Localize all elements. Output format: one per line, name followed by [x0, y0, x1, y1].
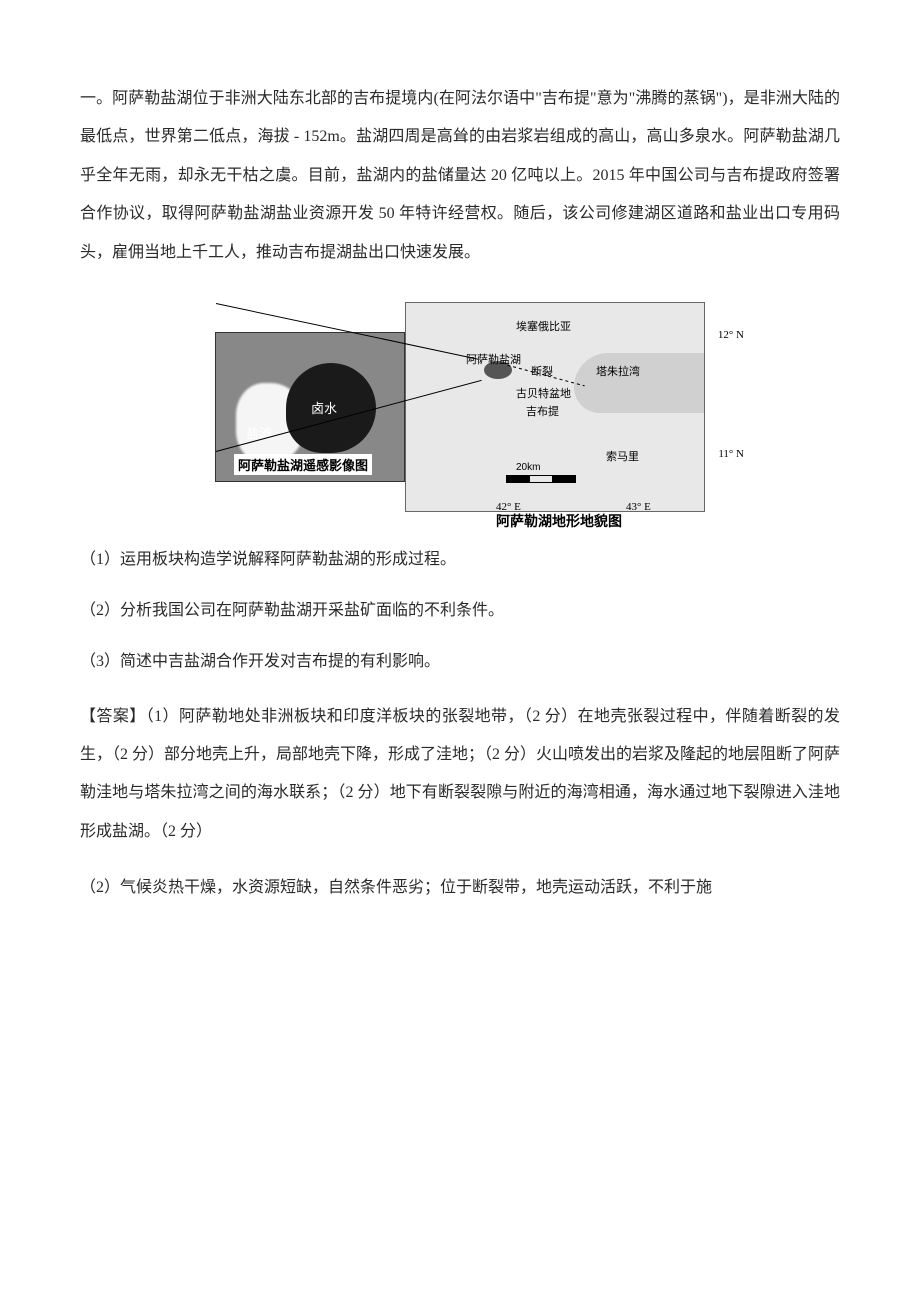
map-wrapper: 盐滩 卤水 阿萨勒盐湖遥感影像图 埃塞俄比亚 阿萨勒盐湖 断裂 古贝特盆地 吉布… — [215, 302, 705, 512]
label-ethiopia: 埃塞俄比亚 — [516, 318, 571, 334]
question-2: （2）分析我国公司在阿萨勒盐湖开采盐矿面临的不利条件。 — [80, 593, 840, 628]
label-fault: 断裂 — [531, 363, 553, 379]
intro-paragraph: 一。阿萨勒盐湖位于非洲大陆东北部的吉布提境内(在阿法尔语中"吉布提"意为"沸腾的… — [80, 80, 840, 272]
scale-seg — [529, 475, 552, 483]
question-1: （1）运用板块构造学说解释阿萨勒盐湖的形成过程。 — [80, 542, 840, 577]
answer-2: （2）气候炎热干燥，水资源短缺，自然条件恶劣；位于断裂带，地壳运动活跃，不利于施 — [80, 869, 840, 907]
answer-1: 【答案】（1）阿萨勒地处非洲板块和印度洋板块的张裂地带，（2 分）在地壳张裂过程… — [80, 698, 840, 852]
scale-seg — [553, 475, 576, 483]
region-map-caption: 阿萨勒湖地形地貌图 — [496, 511, 622, 531]
lat-12n: 12° N — [718, 329, 744, 341]
scale-bar — [506, 475, 576, 483]
question-3: （3）简述中吉盐湖合作开发对吉布提的有利影响。 — [80, 644, 840, 679]
lon-43e: 43° E — [626, 501, 651, 513]
scale-seg — [506, 475, 529, 483]
lat-11n: 11° N — [718, 448, 744, 460]
scale-label: 20km — [516, 462, 540, 473]
region-map: 埃塞俄比亚 阿萨勒盐湖 断裂 古贝特盆地 吉布提 塔朱拉湾 索马里 12° N … — [405, 302, 705, 512]
label-basin: 古贝特盆地 — [516, 385, 571, 401]
label-bay: 塔朱拉湾 — [596, 363, 640, 379]
bay-water — [574, 353, 704, 413]
figure-container: 盐滩 卤水 阿萨勒盐湖遥感影像图 埃塞俄比亚 阿萨勒盐湖 断裂 古贝特盆地 吉布… — [80, 302, 840, 512]
label-somalia: 索马里 — [606, 448, 639, 464]
satellite-caption: 阿萨勒盐湖遥感影像图 — [234, 454, 372, 475]
label-djibouti: 吉布提 — [526, 403, 559, 419]
brine-label: 卤水 — [311, 398, 337, 417]
